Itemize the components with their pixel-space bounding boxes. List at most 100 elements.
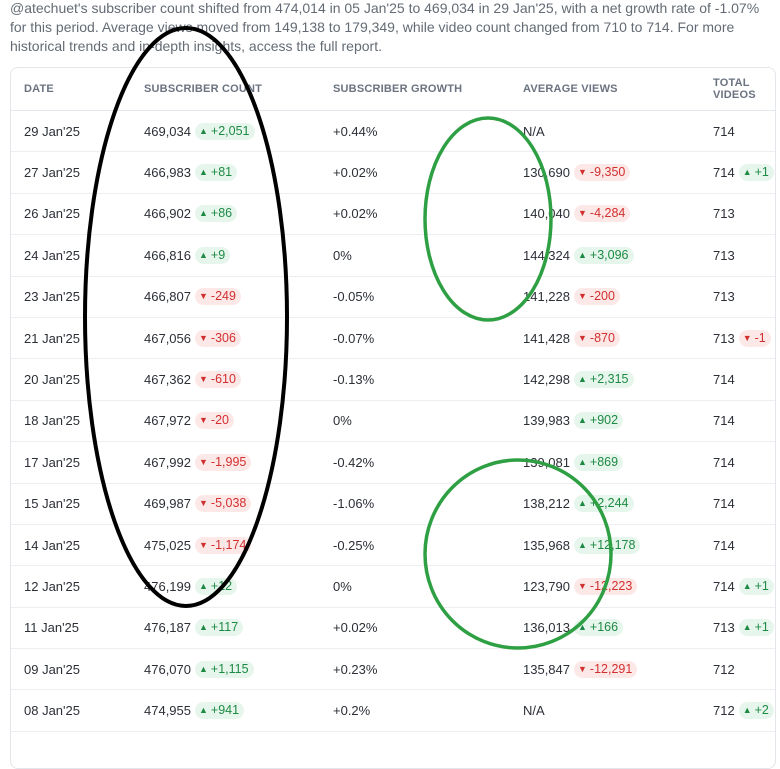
- delta-value: +2,315: [589, 372, 629, 387]
- cell-average-views: 135,968 ▲ +12,178: [510, 524, 700, 567]
- delta-value: +9: [210, 247, 226, 262]
- triangle-up-icon: ▲: [199, 663, 208, 674]
- cell-total-videos: 714: [700, 400, 775, 443]
- delta-value: +1: [754, 620, 769, 635]
- col-header-subscriber-count[interactable]: SUBSCRIBER COUNT: [131, 68, 320, 111]
- triangle-down-icon: ▼: [199, 498, 208, 509]
- delta-value: -306: [210, 330, 236, 345]
- cell-total-videos: 713: [700, 276, 775, 318]
- cell-subscriber-growth: -0.13%: [320, 358, 510, 401]
- cell-subscriber-count: 474,955 ▲ +941: [131, 689, 320, 732]
- cell-subscriber-count: 466,902 ▲ +86: [131, 193, 320, 236]
- cell-subscriber-growth: -0.07%: [320, 317, 510, 360]
- cell-date: 20 Jan'25: [11, 358, 131, 401]
- subscriber-count-value: 474,955: [144, 703, 191, 719]
- subscriber-count-value: 467,362: [144, 372, 191, 388]
- triangle-down-icon: ▼: [578, 167, 587, 178]
- up-delta-badge: ▲ +3,096: [574, 246, 634, 264]
- col-header-total-videos[interactable]: TOTAL VIDEOS: [700, 68, 775, 111]
- cell-subscriber-growth: 0%: [320, 400, 510, 443]
- average-views-value: 123,790: [523, 578, 570, 594]
- delta-value: -200: [589, 289, 615, 304]
- delta-value: -12,223: [589, 578, 633, 593]
- cell-subscriber-growth: -0.25%: [320, 524, 510, 567]
- cell-subscriber-growth: -0.05%: [320, 276, 510, 318]
- triangle-up-icon: ▲: [578, 249, 587, 260]
- triangle-down-icon: ▼: [742, 332, 752, 343]
- delta-value: -5,038: [210, 496, 247, 511]
- down-delta-badge: ▼ -249: [195, 288, 241, 306]
- cell-subscriber-growth: +0.02%: [320, 193, 510, 236]
- cell-subscriber-count: 469,034 ▲ +2,051: [131, 110, 320, 153]
- triangle-down-icon: ▼: [199, 291, 208, 302]
- subscriber-count-value: 466,816: [144, 247, 191, 263]
- delta-value: -20: [210, 413, 229, 428]
- cell-subscriber-count: 467,992 ▼ -1,995: [131, 441, 320, 484]
- down-delta-badge: ▼ -9,350: [574, 164, 631, 182]
- subscriber-count-value: 469,034: [144, 123, 191, 139]
- subscriber-count-value: 469,987: [144, 496, 191, 512]
- triangle-up-icon: ▲: [199, 125, 208, 136]
- cell-total-videos: 714 ▲ +1: [700, 151, 775, 194]
- triangle-up-icon: ▲: [578, 415, 587, 426]
- delta-value: +12: [210, 578, 233, 593]
- table-row: 08 Jan'25 474,955 ▲ +941 +0.2% N/A 712 ▲ +2: [11, 689, 775, 732]
- cell-total-videos: 712: [700, 648, 775, 691]
- cell-subscriber-growth: +0.44%: [320, 110, 510, 153]
- down-delta-badge: ▼ -20: [195, 412, 234, 430]
- cell-date: 21 Jan'25: [11, 317, 131, 360]
- cell-date: 17 Jan'25: [11, 441, 131, 484]
- average-views-value: N/A: [523, 123, 545, 139]
- delta-value: +12,178: [589, 537, 636, 552]
- delta-value: +81: [210, 165, 233, 180]
- cell-average-views: 139,983 ▲ +902: [510, 400, 700, 443]
- delta-value: +941: [210, 703, 240, 718]
- cell-date: 29 Jan'25: [11, 110, 131, 153]
- cell-subscriber-count: 476,199 ▲ +12: [131, 565, 320, 608]
- triangle-down-icon: ▼: [578, 580, 587, 591]
- subscriber-count-value: 467,992: [144, 454, 191, 470]
- triangle-up-icon: ▲: [742, 167, 752, 178]
- cell-subscriber-count: 476,187 ▲ +117: [131, 607, 320, 650]
- down-delta-badge: ▼ -306: [195, 329, 241, 347]
- triangle-up-icon: ▲: [742, 705, 752, 716]
- down-delta-badge: ▼ -12,291: [574, 660, 638, 678]
- table-row: 15 Jan'25 469,987 ▼ -5,038 -1.06% 138,212 ▲ +2,…: [11, 483, 775, 525]
- cell-date: 24 Jan'25: [11, 234, 131, 277]
- subscriber-count-value: 476,070: [144, 661, 191, 677]
- delta-value: -249: [210, 289, 236, 304]
- up-delta-badge: ▲ +941: [195, 702, 245, 720]
- total-videos-value: 714: [713, 578, 735, 594]
- down-delta-badge: ▼ -12,223: [574, 577, 638, 595]
- col-header-date[interactable]: DATE: [11, 68, 131, 111]
- up-delta-badge: ▲ +9: [195, 246, 231, 264]
- col-header-average-views[interactable]: AVERAGE VIEWS: [510, 68, 700, 111]
- up-delta-badge: ▲ +86: [195, 205, 238, 223]
- col-header-subscriber-growth[interactable]: SUBSCRIBER GROWTH: [320, 68, 510, 111]
- delta-value: +117: [210, 620, 239, 635]
- cell-date: 12 Jan'25: [11, 565, 131, 608]
- cell-average-views: 141,428 ▼ -870: [510, 317, 700, 360]
- cell-average-views: 138,212 ▲ +2,244: [510, 483, 700, 525]
- delta-value: -1,995: [210, 454, 247, 469]
- cell-subscriber-count: 467,362 ▼ -610: [131, 358, 320, 401]
- cell-average-views: 142,298 ▲ +2,315: [510, 358, 700, 401]
- total-videos-value: 712: [713, 661, 735, 677]
- cell-total-videos: 713 ▲ +1: [700, 607, 775, 650]
- up-delta-badge: ▲ +1: [738, 577, 774, 595]
- table-row: 11 Jan'25 476,187 ▲ +117 +0.02% 136,013 ▲ +166 7…: [11, 607, 775, 650]
- cell-subscriber-growth: +0.02%: [320, 151, 510, 194]
- up-delta-badge: ▲ +869: [574, 453, 624, 471]
- cell-date: 08 Jan'25: [11, 689, 131, 732]
- total-videos-value: 713: [713, 289, 735, 305]
- up-delta-badge: ▲ +12,178: [574, 536, 641, 554]
- cell-subscriber-count: 466,816 ▲ +9: [131, 234, 320, 277]
- table-row: 24 Jan'25 466,816 ▲ +9 0% 144,324 ▲ +3,096 713: [11, 234, 775, 277]
- cell-average-views: N/A: [510, 689, 700, 732]
- subscriber-count-value: 467,056: [144, 330, 191, 346]
- down-delta-badge: ▼ -1,995: [195, 453, 252, 471]
- triangle-up-icon: ▲: [578, 539, 587, 550]
- cell-subscriber-growth: 0%: [320, 234, 510, 277]
- cell-average-views: 130,690 ▼ -9,350: [510, 151, 700, 194]
- delta-value: +869: [589, 454, 619, 469]
